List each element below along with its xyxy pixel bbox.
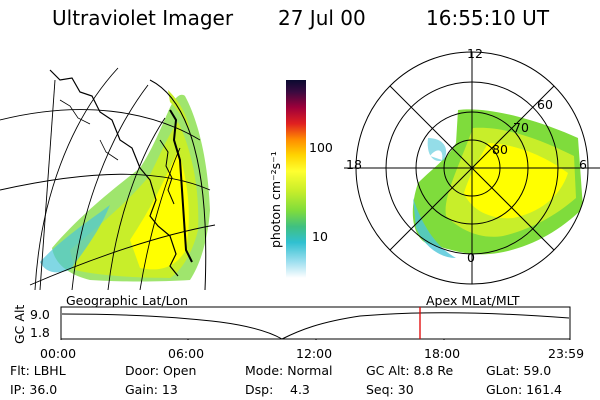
lat-label-60: 60 xyxy=(537,97,553,112)
gc-alt-info: GC Alt: 8.8 Re xyxy=(366,363,454,378)
timeline-left-title: Geographic Lat/Lon xyxy=(66,293,188,308)
timeline-ytick-min: 1.8 xyxy=(30,325,50,340)
timeline-ytick-max: 9.0 xyxy=(30,307,50,322)
glon-info: GLon: 161.4 xyxy=(486,382,562,397)
timeline-xtick-2: 12:00 xyxy=(296,346,333,361)
glat-info: GLat: 59.0 xyxy=(486,363,552,378)
lat-label-70: 70 xyxy=(513,120,529,135)
mlt-label-6: 6 xyxy=(579,157,587,172)
gain-info: Gain: 13 xyxy=(125,382,178,397)
instrument-title: Ultraviolet Imager xyxy=(52,6,234,30)
polar-plot xyxy=(344,51,600,285)
door-info: Door: Open xyxy=(125,363,197,378)
colorbar-tick-10: 10 xyxy=(312,229,328,244)
colorbar-label: photon cm⁻²s⁻¹ xyxy=(268,151,283,248)
lat-label-80: 80 xyxy=(492,142,508,157)
colorbar xyxy=(286,80,306,278)
altitude-timeline-plot xyxy=(60,306,571,340)
date-label: 27 Jul 00 xyxy=(278,6,366,30)
mlt-label-0: 0 xyxy=(467,250,475,265)
timeline-xtick-0: 00:00 xyxy=(40,346,77,361)
timeline-xtick-3: 18:00 xyxy=(424,346,461,361)
dsp-value: 4.3 xyxy=(290,382,310,397)
colorbar-tick-100: 100 xyxy=(309,140,333,155)
timeline-y-label: GC Alt xyxy=(12,304,27,344)
filter-info: Flt: LBHL xyxy=(10,363,66,378)
timeline-xtick-1: 06:00 xyxy=(168,346,205,361)
geographic-map-image xyxy=(0,67,216,290)
mlt-label-18: 18 xyxy=(346,157,362,172)
mode-info: Mode: Normal xyxy=(245,363,333,378)
seq-info: Seq: 30 xyxy=(366,382,414,397)
mlt-label-12: 12 xyxy=(467,46,483,61)
timeline-xtick-4: 23:59 xyxy=(548,346,585,361)
time-label: 16:55:10 UT xyxy=(426,6,550,30)
dsp-label: Dsp: xyxy=(245,382,274,397)
ip-info: IP: 36.0 xyxy=(10,382,58,397)
timeline-right-title: Apex MLat/MLT xyxy=(426,293,520,308)
